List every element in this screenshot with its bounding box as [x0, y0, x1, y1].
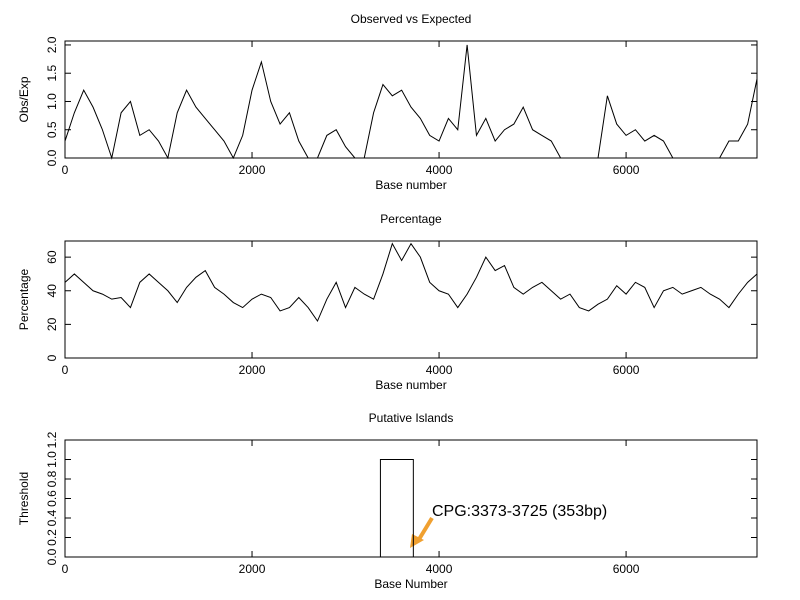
- x-tick-label: 4000: [426, 163, 453, 177]
- plot-frame: [64, 40, 758, 159]
- x-tick-label: 2000: [239, 163, 266, 177]
- y-tick-label: 1.5: [45, 65, 59, 82]
- y-tick-label: 1.0: [45, 451, 59, 468]
- plot-frame: [64, 240, 758, 359]
- y-tick-label: 20: [45, 317, 59, 331]
- data-line: [64, 44, 758, 160]
- annotation-arrow: [416, 516, 434, 543]
- x-tick-label: 4000: [426, 562, 453, 576]
- x-axis-label: Base number: [375, 178, 446, 192]
- annotation: CPG:3373-3725 (353bp): [432, 503, 607, 520]
- panel-title: Putative Islands: [369, 411, 454, 425]
- y-tick-label: 0.8: [45, 470, 59, 487]
- y-tick-label: 1.2: [45, 431, 59, 448]
- x-tick-label: 4000: [426, 363, 453, 377]
- panel-title: Percentage: [380, 212, 442, 226]
- island: [379, 459, 414, 558]
- y-tick-label: 40: [45, 284, 59, 298]
- x-tick-label: 2000: [239, 562, 266, 576]
- y-tick-label: 0.5: [45, 121, 59, 138]
- x-axis-label: Base number: [375, 378, 446, 392]
- plot-frame: [64, 439, 758, 558]
- y-tick-label: 0.4: [45, 509, 59, 526]
- panel-title: Observed vs Expected: [351, 12, 472, 26]
- y-tick-label: 0.0: [45, 548, 59, 565]
- x-tick-label: 2000: [239, 363, 266, 377]
- data-line: [64, 242, 758, 323]
- x-tick-label: 6000: [613, 363, 640, 377]
- y-tick-label: 0.0: [45, 149, 59, 166]
- x-tick-label: 6000: [613, 562, 640, 576]
- x-axis-label: Base Number: [374, 577, 447, 591]
- x-tick-label: 0: [62, 363, 69, 377]
- y-tick-label: 1.0: [45, 93, 59, 110]
- x-tick-label: 0: [62, 163, 69, 177]
- y-axis-label: Percentage: [17, 268, 31, 330]
- y-tick-label: 0.6: [45, 490, 59, 507]
- y-axis-label: Obs/Exp: [17, 76, 31, 122]
- y-tick-label: 60: [45, 250, 59, 264]
- x-tick-label: 6000: [613, 163, 640, 177]
- y-tick-label: 0: [45, 354, 59, 361]
- y-tick-label: 0.2: [45, 529, 59, 546]
- y-axis-label: Threshold: [17, 472, 31, 525]
- y-tick-label: 2.0: [45, 36, 59, 53]
- x-tick-label: 0: [62, 562, 69, 576]
